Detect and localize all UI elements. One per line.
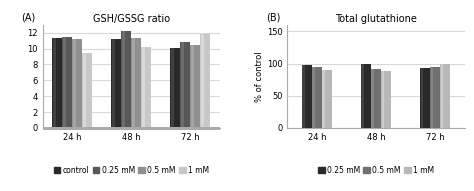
Bar	[73, 39, 76, 128]
Bar	[302, 66, 312, 128]
Bar	[62, 37, 72, 128]
Bar	[201, 34, 210, 128]
Bar	[440, 64, 450, 128]
Bar	[191, 45, 201, 128]
Bar	[430, 67, 440, 128]
Legend: 0.25 mM, 0.5 mM, 1 mM: 0.25 mM, 0.5 mM, 1 mM	[315, 163, 437, 178]
Bar	[371, 69, 381, 128]
Bar	[142, 47, 145, 128]
Bar	[430, 67, 433, 128]
Legend: control, 0.25 mM, 0.5 mM, 1 mM: control, 0.25 mM, 0.5 mM, 1 mM	[51, 163, 212, 178]
Bar	[312, 67, 315, 128]
Bar	[420, 68, 423, 128]
Bar	[441, 64, 443, 128]
Text: (B): (B)	[266, 13, 281, 23]
Bar	[132, 38, 135, 128]
Bar	[82, 53, 92, 128]
Bar	[43, 127, 220, 130]
Bar	[382, 71, 384, 128]
Bar	[63, 37, 65, 128]
Bar	[420, 68, 430, 128]
Bar	[361, 63, 371, 128]
Bar	[372, 69, 374, 128]
Bar	[170, 48, 180, 128]
Bar	[52, 38, 62, 128]
Bar	[381, 71, 391, 128]
Title: Total glutathione: Total glutathione	[335, 14, 417, 24]
Bar	[111, 39, 121, 128]
Bar	[362, 63, 364, 128]
Bar	[191, 45, 194, 128]
Bar	[121, 31, 131, 128]
Text: (A): (A)	[21, 13, 36, 23]
Bar	[181, 42, 184, 128]
Bar	[302, 66, 305, 128]
Bar	[72, 39, 82, 128]
Bar	[171, 48, 173, 128]
Bar	[322, 70, 325, 128]
Bar	[131, 38, 141, 128]
Bar	[53, 38, 55, 128]
Y-axis label: % of control: % of control	[255, 51, 264, 102]
Bar	[180, 42, 191, 128]
Bar	[122, 31, 125, 128]
Bar	[141, 47, 151, 128]
Bar	[112, 39, 115, 128]
Bar	[312, 67, 322, 128]
Bar	[201, 34, 204, 128]
Title: GSH/GSSG ratio: GSH/GSSG ratio	[93, 14, 170, 24]
Bar	[83, 53, 86, 128]
Bar	[322, 70, 332, 128]
